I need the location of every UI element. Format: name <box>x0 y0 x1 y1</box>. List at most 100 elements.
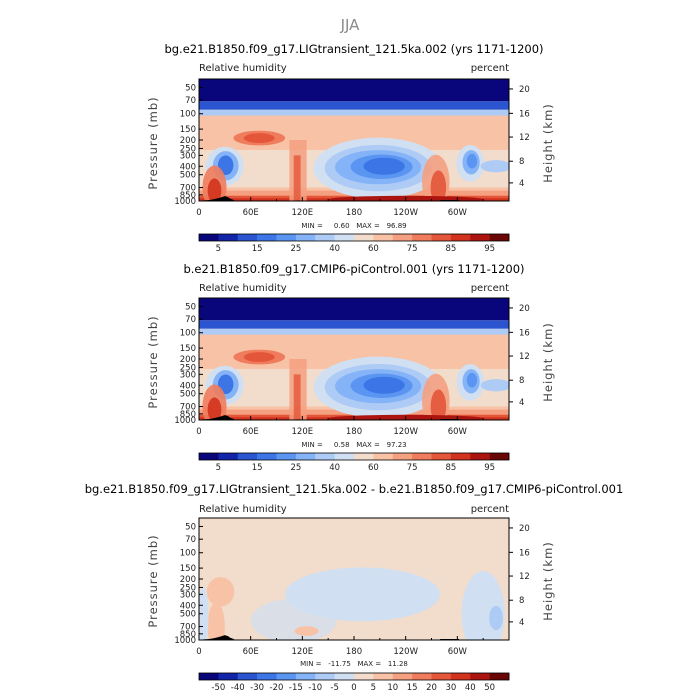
height-axis-label: Height (km) <box>541 103 555 183</box>
colorbar-tick-label: 20 <box>426 683 437 693</box>
contour-band <box>199 320 509 329</box>
left-string: Relative humidity <box>199 504 287 515</box>
height-tick-label: 20 <box>519 524 530 534</box>
colorbar-swatch <box>257 453 277 460</box>
x-tick-label: 120E <box>292 208 314 218</box>
colorbar-tick-label: -20 <box>270 683 284 693</box>
y-tick-label: 50 <box>185 83 196 93</box>
x-tick-label: 180 <box>346 427 362 437</box>
y-tick-label: 500 <box>180 171 196 181</box>
panel-picontrol: b.e21.B1850.f09_g17.CMIP6-piControl.001 … <box>146 262 555 473</box>
height-tick-label: 20 <box>519 304 530 314</box>
colorbar-swatch <box>412 453 432 460</box>
x-tick-label: 120W <box>393 427 418 437</box>
colorbar-swatch <box>257 234 277 241</box>
colorbar-swatch <box>276 673 297 680</box>
colorbar-tick-label: 25 <box>290 244 301 254</box>
height-tick-label: 4 <box>519 618 524 628</box>
colorbar-swatch <box>199 453 219 460</box>
contour-region <box>199 586 209 640</box>
height-axis-label: Height (km) <box>541 322 555 402</box>
x-tick-label: 60W <box>448 647 468 657</box>
contour-band <box>199 101 509 110</box>
colorbar-swatch <box>431 234 452 241</box>
y-tick-label: 100 <box>180 549 196 559</box>
panel-difference: bg.e21.B1850.f09_g17.LIGtransient_121.5k… <box>85 482 624 693</box>
height-tick-label: 8 <box>519 596 524 606</box>
colorbar-swatch <box>237 234 258 241</box>
y-tick-label: 850 <box>180 410 196 420</box>
contour-region <box>250 598 337 640</box>
colorbar-swatch <box>450 453 471 460</box>
colorbar-swatch <box>373 234 394 241</box>
colorbar-swatch <box>257 673 277 680</box>
colorbar-tick-label: 85 <box>445 463 456 473</box>
contour-region <box>363 157 405 175</box>
colorbar-tick-label: -10 <box>308 683 322 693</box>
x-tick-label: 0 <box>196 208 201 218</box>
contour-region <box>243 133 275 143</box>
height-tick-label: 16 <box>519 109 530 119</box>
min-max-text: MIN = 0.58 MAX = 97.23 <box>301 441 406 449</box>
y-tick-label: 70 <box>185 315 196 325</box>
colorbar-swatch <box>450 234 471 241</box>
colorbar-swatch <box>373 453 394 460</box>
topography-mask <box>203 196 236 201</box>
colorbar-swatch <box>354 673 374 680</box>
height-axis-label: Height (km) <box>541 541 555 621</box>
y-tick-label: 200 <box>180 355 196 365</box>
colorbar-swatch <box>334 234 355 241</box>
colorbar-swatch <box>218 234 239 241</box>
colorbar-swatch <box>276 453 297 460</box>
colorbar-swatch <box>315 673 335 680</box>
y-tick-label: 500 <box>180 610 196 620</box>
x-tick-label: 60W <box>448 427 468 437</box>
contour-region <box>243 352 275 362</box>
min-max-text: MIN = -11.75 MAX = 11.28 <box>300 660 408 668</box>
left-string: Relative humidity <box>199 63 287 74</box>
x-tick-label: 180 <box>346 208 362 218</box>
contour-region <box>207 602 225 640</box>
contour-region <box>430 389 447 420</box>
figure-title: JJA <box>340 16 361 34</box>
colorbar-tick-label: 5 <box>371 683 376 693</box>
contour-band <box>199 298 509 321</box>
panel-lig-transient: bg.e21.B1850.f09_g17.LIGtransient_121.5k… <box>146 42 555 254</box>
colorbar-swatch <box>354 234 374 241</box>
colorbar-tick-label: 75 <box>407 463 418 473</box>
colorbar-swatch <box>392 234 413 241</box>
y-tick-label: 150 <box>180 344 196 354</box>
colorbar-tick-label: 15 <box>407 683 418 693</box>
x-tick-label: 0 <box>196 647 201 657</box>
colorbar-tick-label: 40 <box>329 244 340 254</box>
min-max-text: MIN = 0.60 MAX = 96.89 <box>301 222 406 230</box>
colorbar-frame <box>198 233 510 242</box>
colorbar-tick-label: 15 <box>252 244 263 254</box>
contour-region <box>294 626 319 636</box>
y-tick-label: 50 <box>185 522 196 532</box>
colorbar-tick-label: 25 <box>290 463 301 473</box>
colorbar-swatch <box>431 673 452 680</box>
y-tick-label: 250 <box>180 144 196 154</box>
contour-region <box>206 577 235 607</box>
y-tick-label: 400 <box>180 162 196 172</box>
y-tick-label: 850 <box>180 191 196 201</box>
colorbar-tick-label: 40 <box>465 683 476 693</box>
y-tick-label: 400 <box>180 601 196 611</box>
y-tick-label: 150 <box>180 125 196 135</box>
colorbar-frame <box>198 452 510 461</box>
colorbar-swatch <box>412 234 432 241</box>
colorbar-tick-label: -40 <box>231 683 245 693</box>
colorbar-swatch <box>470 453 490 460</box>
colorbar-swatch <box>334 453 355 460</box>
colorbar-swatch <box>450 673 471 680</box>
colorbar-tick-label: 0 <box>351 683 356 693</box>
colorbar-swatch <box>431 453 452 460</box>
left-string: Relative humidity <box>199 283 287 294</box>
colorbar-tick-label: 85 <box>445 244 456 254</box>
x-tick-label: 120W <box>393 208 418 218</box>
contour-field <box>199 518 509 640</box>
colorbar-swatch <box>295 453 316 460</box>
x-tick-label: 60W <box>448 208 468 218</box>
